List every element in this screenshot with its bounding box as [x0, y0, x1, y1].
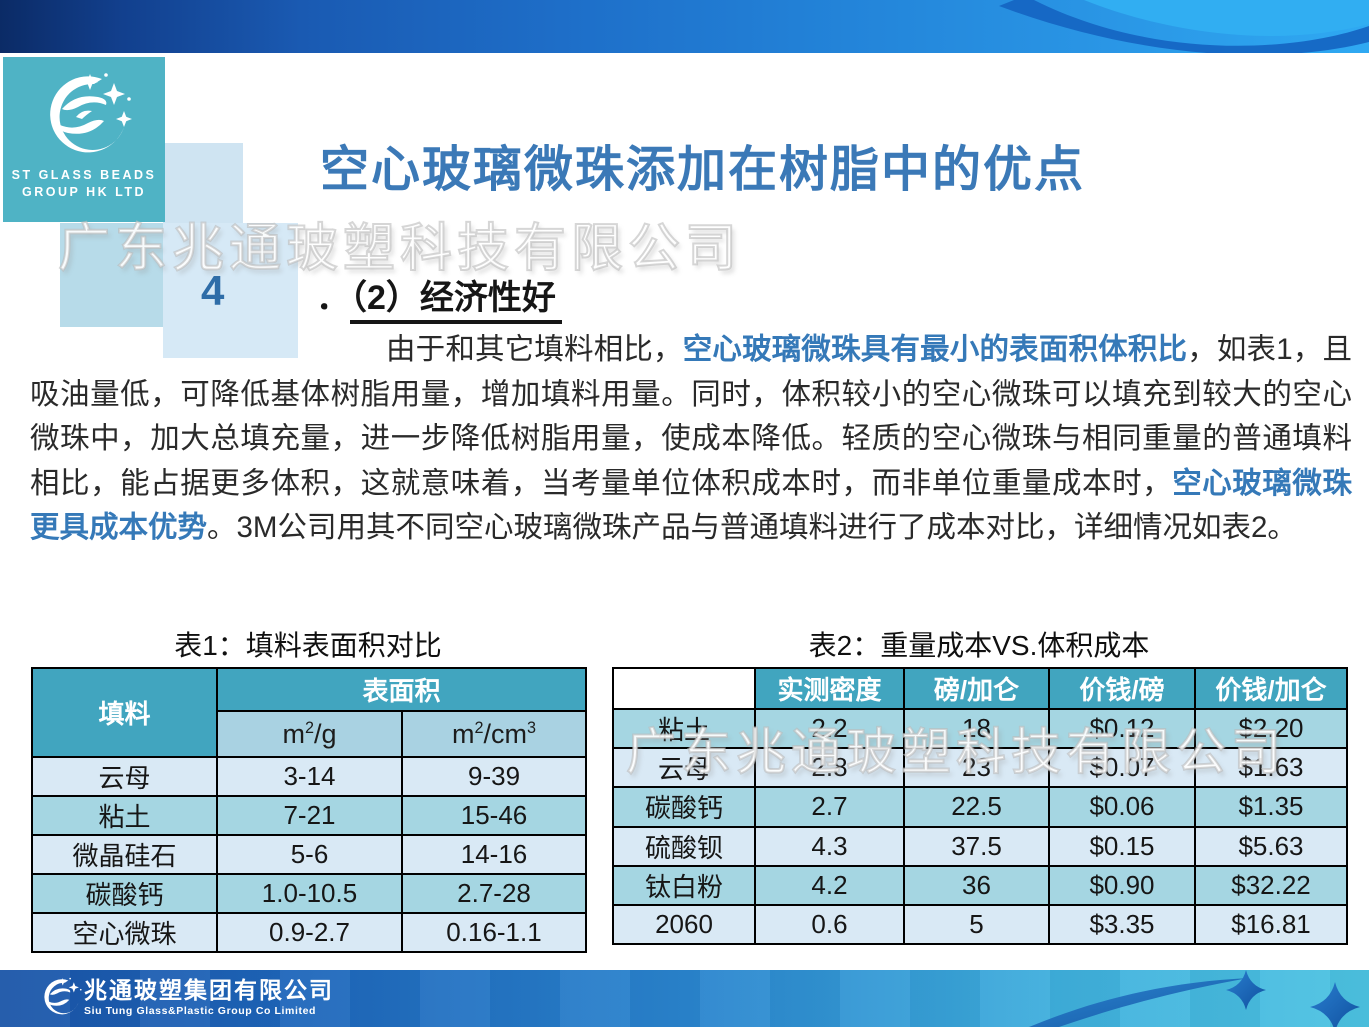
table1-row-label: 粘土	[31, 795, 218, 836]
table1-cell: 9-39	[400, 756, 588, 797]
table2: 实测密度 磅/加仑 价钱/磅 价钱/加仑 粘土 2.2 18 $0.12 $2.20 云母 2.8 2…	[612, 667, 1348, 946]
table1-cell: 2.7-28	[400, 873, 588, 914]
table1-cell: 0.9-2.7	[216, 912, 403, 953]
top-banner	[0, 0, 1369, 53]
deco-square-left	[60, 223, 165, 327]
logo-text-line1: ST GLASS BEADS	[11, 168, 157, 182]
table2-row-label: 碳酸钙	[612, 786, 756, 828]
table2-row: 2060 0.6 5 $3.35 $16.81	[612, 903, 1348, 946]
table2-cell: $3.35	[1048, 903, 1196, 946]
table1-row-label: 微晶硅石	[31, 834, 218, 875]
table2-cell: 36	[903, 864, 1050, 906]
table2-row: 粘土 2.2 18 $0.12 $2.20	[612, 707, 1348, 750]
table2-cell: 0.6	[754, 903, 905, 946]
table2-cell: 4.2	[754, 864, 905, 906]
table2-cell: 5	[903, 903, 1050, 946]
table2-cell: $0.15	[1048, 825, 1196, 867]
table1-cell: 14-16	[400, 834, 588, 875]
table1-block: 表1：填料表面积对比 填料 表面积 m2/g m2/cm3 云母 3-14 9-39 粘土 7-…	[31, 624, 588, 953]
glass-beads-logo-icon	[50, 73, 132, 153]
table1-cell: 15-46	[400, 795, 588, 836]
table2-row-label: 粘土	[612, 707, 756, 750]
paragraph-text: ，如表1，且吸油量低，可降低基体树脂用量，增加填料用量。同时，体积较小的空心微珠…	[30, 333, 1352, 500]
table1-sub-header: m2/cm3	[400, 710, 588, 758]
table2-row-label: 2060	[612, 903, 756, 946]
table1-sub-header: m2/g	[216, 710, 403, 758]
table2-row: 云母 2.8 23 $0.07 $1.63	[612, 747, 1348, 789]
table1-row: 空心微珠 0.9-2.7 0.16-1.1	[31, 912, 588, 953]
table2-title: 表2：重量成本VS.体积成本	[808, 630, 1150, 661]
table2-header: 实测密度	[754, 667, 905, 710]
section-heading-text: （2）经济性好	[350, 279, 562, 324]
banner-swoosh-decoration	[999, 0, 1369, 53]
table1-row: 粘土 7-21 15-46	[31, 795, 588, 836]
table2-cell: 23	[903, 747, 1050, 789]
table2-row-label: 钛白粉	[612, 864, 756, 906]
table1-corner-header: 填料	[31, 667, 218, 758]
paragraph-emphasis-text: 空心玻璃微珠具有最小的表面积体积比	[682, 333, 1188, 366]
table2-cell: 2.8	[754, 747, 905, 789]
company-logo-block: ST GLASS BEADS GROUP HK LTD	[3, 57, 165, 222]
table2-cell: $0.07	[1048, 747, 1196, 789]
table2-row-label: 硫酸钡	[612, 825, 756, 867]
table1-row: 碳酸钙 1.0-10.5 2.7-28	[31, 873, 588, 914]
table2-row-label: 云母	[612, 747, 756, 789]
footer-sparkles-decoration	[1029, 970, 1360, 1027]
table2-row: 硫酸钡 4.3 37.5 $0.15 $5.63	[612, 825, 1348, 867]
logo-text-line2: GROUP HK LTD	[22, 185, 146, 199]
table2-cell: 2.2	[754, 707, 905, 750]
table2-header: 价钱/磅	[1048, 667, 1196, 710]
table1-row-label: 空心微珠	[31, 912, 218, 953]
table2-cell: $0.12	[1048, 707, 1196, 750]
footer-text-block: 兆通玻塑集团有限公司 Siu Tung Glass&Plastic Group …	[84, 976, 334, 1018]
table2-cell: $0.06	[1048, 786, 1196, 828]
table2-header: 价钱/加仑	[1194, 667, 1348, 710]
table1-row-label: 碳酸钙	[31, 873, 218, 914]
table2-cell: $16.81	[1194, 903, 1348, 946]
table2-cell: 4.3	[754, 825, 905, 867]
table2-cell: 37.5	[903, 825, 1050, 867]
paragraph-text: 。3M公司用其不同空心玻璃微珠产品与普通填料进行了成本对比，详细情况如表2。	[207, 511, 1297, 544]
footer-logo-icon	[44, 977, 82, 1015]
table2-cell: $32.22	[1194, 864, 1348, 906]
table2-header: 磅/加仑	[903, 667, 1050, 710]
table1-cell: 0.16-1.1	[400, 912, 588, 953]
table1-cell: 1.0-10.5	[216, 873, 403, 914]
table2-cell: 18	[903, 707, 1050, 750]
table2-corner-blank	[612, 667, 756, 710]
table2-cell: 22.5	[903, 786, 1050, 828]
table2-cell: $5.63	[1194, 825, 1348, 867]
table1-row-label: 云母	[31, 756, 218, 797]
deco-square-top	[163, 143, 243, 223]
page-number: 4	[201, 267, 225, 314]
footer-company-cn: 兆通玻塑集团有限公司	[84, 977, 334, 1003]
section-heading: ．（2）经济性好	[316, 270, 562, 324]
table2-row: 钛白粉 4.2 36 $0.90 $32.22	[612, 864, 1348, 906]
body-paragraph: 由于和其它填料相比，空心玻璃微珠具有最小的表面积体积比，如表1，且吸油量低，可降…	[30, 328, 1352, 551]
table1-group-header: 表面积	[215, 667, 588, 712]
table1: 填料 表面积 m2/g m2/cm3 云母 3-14 9-39 粘土 7-21 15-46 微晶硅石…	[31, 667, 588, 953]
table2-cell: 2.7	[754, 786, 905, 828]
paragraph-emphasis-text: 空心玻璃微珠更具成本优势	[30, 466, 1352, 545]
table1-row: 微晶硅石 5-6 14-16	[31, 834, 588, 875]
section-heading-prefix: ．	[316, 279, 350, 317]
footer-band: 兆通玻塑集团有限公司 Siu Tung Glass&Plastic Group …	[0, 970, 1369, 1027]
table2-block: 表2：重量成本VS.体积成本 实测密度 磅/加仑 价钱/磅 价钱/加仑 粘土 2.2 18 $…	[612, 624, 1348, 946]
table2-row: 碳酸钙 2.7 22.5 $0.06 $1.35	[612, 786, 1348, 828]
table1-row: 云母 3-14 9-39	[31, 756, 588, 797]
table2-cell: $1.35	[1194, 786, 1348, 828]
paragraph-text: 由于和其它填料相比，	[386, 333, 683, 366]
footer-company-en: Siu Tung Glass&Plastic Group Co Limited	[84, 1005, 317, 1017]
slide-title: 空心玻璃微珠添加在树脂中的优点	[320, 143, 1086, 197]
table1-cell: 5-6	[216, 834, 403, 875]
table2-cell: $2.20	[1194, 707, 1348, 750]
table2-cell: $0.90	[1048, 864, 1196, 906]
table1-title: 表1：填料表面积对比	[174, 630, 442, 661]
table2-cell: $1.63	[1194, 747, 1348, 789]
table1-cell: 7-21	[216, 795, 403, 836]
table1-cell: 3-14	[216, 756, 403, 797]
deco-square-number: 4	[163, 223, 298, 358]
